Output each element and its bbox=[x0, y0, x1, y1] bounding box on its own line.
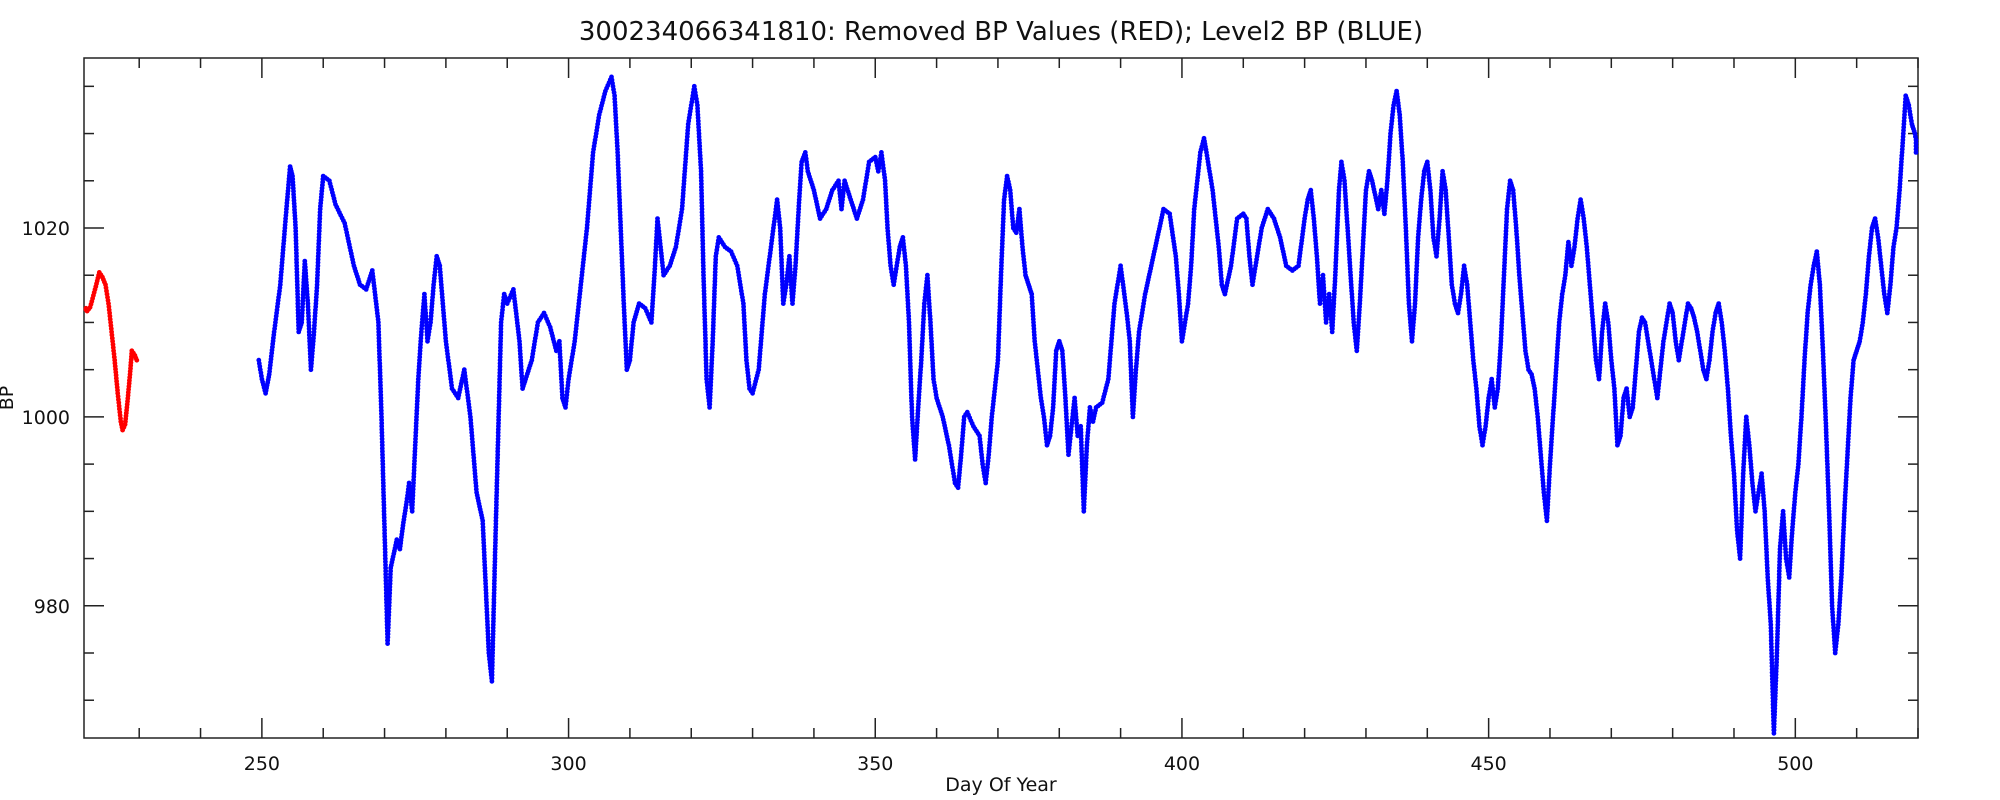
tick-labels: 250 300 350 400 450 500 980 1000 1020 bbox=[22, 218, 1814, 775]
y-tick-label: 1020 bbox=[22, 218, 70, 240]
data-points bbox=[83, 74, 1919, 736]
x-tick-label: 400 bbox=[1164, 753, 1200, 775]
data-point bbox=[134, 357, 140, 363]
x-tick-label: 350 bbox=[857, 753, 893, 775]
x-tick-label: 450 bbox=[1471, 753, 1507, 775]
plot-frame bbox=[83, 57, 1919, 739]
chart-title: 300234066341810: Removed BP Values (RED)… bbox=[579, 17, 1423, 47]
y-tick-label: 1000 bbox=[22, 407, 70, 429]
axis-ticks bbox=[84, 58, 1919, 738]
x-tick-label: 300 bbox=[550, 753, 586, 775]
removed-series bbox=[83, 270, 140, 433]
y-tick-label: 980 bbox=[34, 596, 70, 618]
level2-series bbox=[256, 74, 1919, 736]
x-tick-label: 250 bbox=[244, 753, 280, 775]
x-tick-label: 500 bbox=[1777, 753, 1813, 775]
